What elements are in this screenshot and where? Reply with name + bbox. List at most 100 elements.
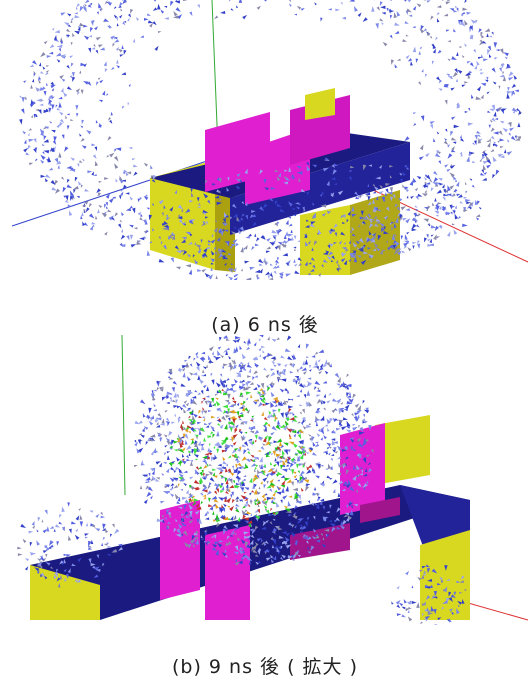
particle: [418, 81, 421, 85]
particle: [486, 140, 489, 142]
particle: [69, 529, 72, 534]
particle: [269, 488, 272, 492]
particle: [289, 224, 293, 227]
particle: [49, 52, 53, 55]
particle: [464, 20, 468, 26]
particle: [261, 412, 264, 417]
particle: [212, 469, 216, 472]
particle: [453, 72, 458, 77]
particle: [144, 18, 149, 21]
particle: [493, 131, 498, 134]
particle: [275, 468, 277, 472]
particle: [207, 447, 210, 451]
particle: [61, 88, 64, 93]
particle: [278, 242, 283, 245]
particle: [294, 434, 297, 438]
particle: [139, 237, 144, 240]
particle: [298, 381, 300, 385]
particle: [180, 407, 184, 411]
particle: [46, 65, 49, 67]
particle: [426, 234, 428, 238]
particle: [432, 203, 435, 207]
particle: [444, 141, 449, 145]
particle: [244, 492, 247, 494]
particle: [487, 111, 490, 113]
particle: [410, 196, 414, 199]
particle: [55, 189, 60, 194]
particle: [419, 28, 424, 33]
particle: [263, 0, 267, 2]
particle: [254, 467, 256, 470]
particle: [412, 26, 415, 28]
particle: [466, 156, 469, 162]
particle: [327, 400, 331, 403]
particle: [289, 434, 291, 437]
particle: [454, 68, 458, 73]
particle: [327, 476, 331, 479]
particle: [130, 9, 133, 14]
particle: [76, 515, 80, 520]
particle: [125, 192, 129, 194]
particle: [341, 2, 343, 5]
particle: [94, 26, 98, 30]
particle: [107, 209, 111, 212]
particle: [331, 458, 334, 461]
particle: [486, 165, 491, 169]
particle: [504, 149, 506, 153]
particle: [436, 236, 440, 238]
particle: [35, 159, 38, 162]
particle: [420, 0, 425, 1]
particle: [299, 366, 303, 370]
particle: [150, 434, 155, 437]
particle: [447, 231, 450, 236]
particle: [134, 465, 138, 467]
particle: [228, 365, 231, 367]
particle: [270, 453, 273, 456]
particle: [91, 47, 95, 49]
particle: [120, 192, 123, 196]
particle: [487, 91, 490, 94]
particle: [256, 237, 260, 241]
particle: [186, 459, 190, 461]
particle: [320, 483, 326, 487]
particle: [45, 510, 48, 515]
particle: [330, 363, 332, 367]
particle: [127, 103, 129, 106]
particle: [156, 461, 161, 464]
particle: [247, 448, 251, 451]
particle: [25, 558, 29, 561]
particle: [85, 537, 88, 539]
particle: [116, 47, 119, 51]
particle: [175, 399, 178, 403]
particle: [255, 270, 261, 273]
particle: [255, 435, 258, 440]
particle: [406, 55, 410, 59]
particle: [493, 112, 496, 117]
particle: [108, 1, 112, 4]
particle: [175, 494, 179, 500]
particle: [399, 603, 403, 606]
particle: [204, 423, 208, 425]
particle: [250, 501, 252, 505]
particle: [281, 475, 285, 478]
particle: [101, 516, 106, 519]
particle: [424, 177, 427, 181]
particle: [217, 423, 220, 426]
particle: [169, 400, 172, 402]
particle: [142, 427, 145, 432]
particle: [303, 480, 309, 484]
particle: [61, 12, 66, 15]
particle: [161, 473, 164, 476]
particle: [62, 506, 65, 512]
particle: [94, 174, 97, 176]
particle: [42, 144, 45, 146]
particle: [202, 407, 204, 410]
particle: [259, 348, 262, 351]
particle: [277, 257, 279, 260]
particle: [79, 515, 82, 520]
particle: [111, 112, 113, 116]
particle: [97, 12, 99, 15]
particle: [209, 346, 214, 351]
particle: [339, 409, 342, 415]
particle: [289, 3, 292, 6]
